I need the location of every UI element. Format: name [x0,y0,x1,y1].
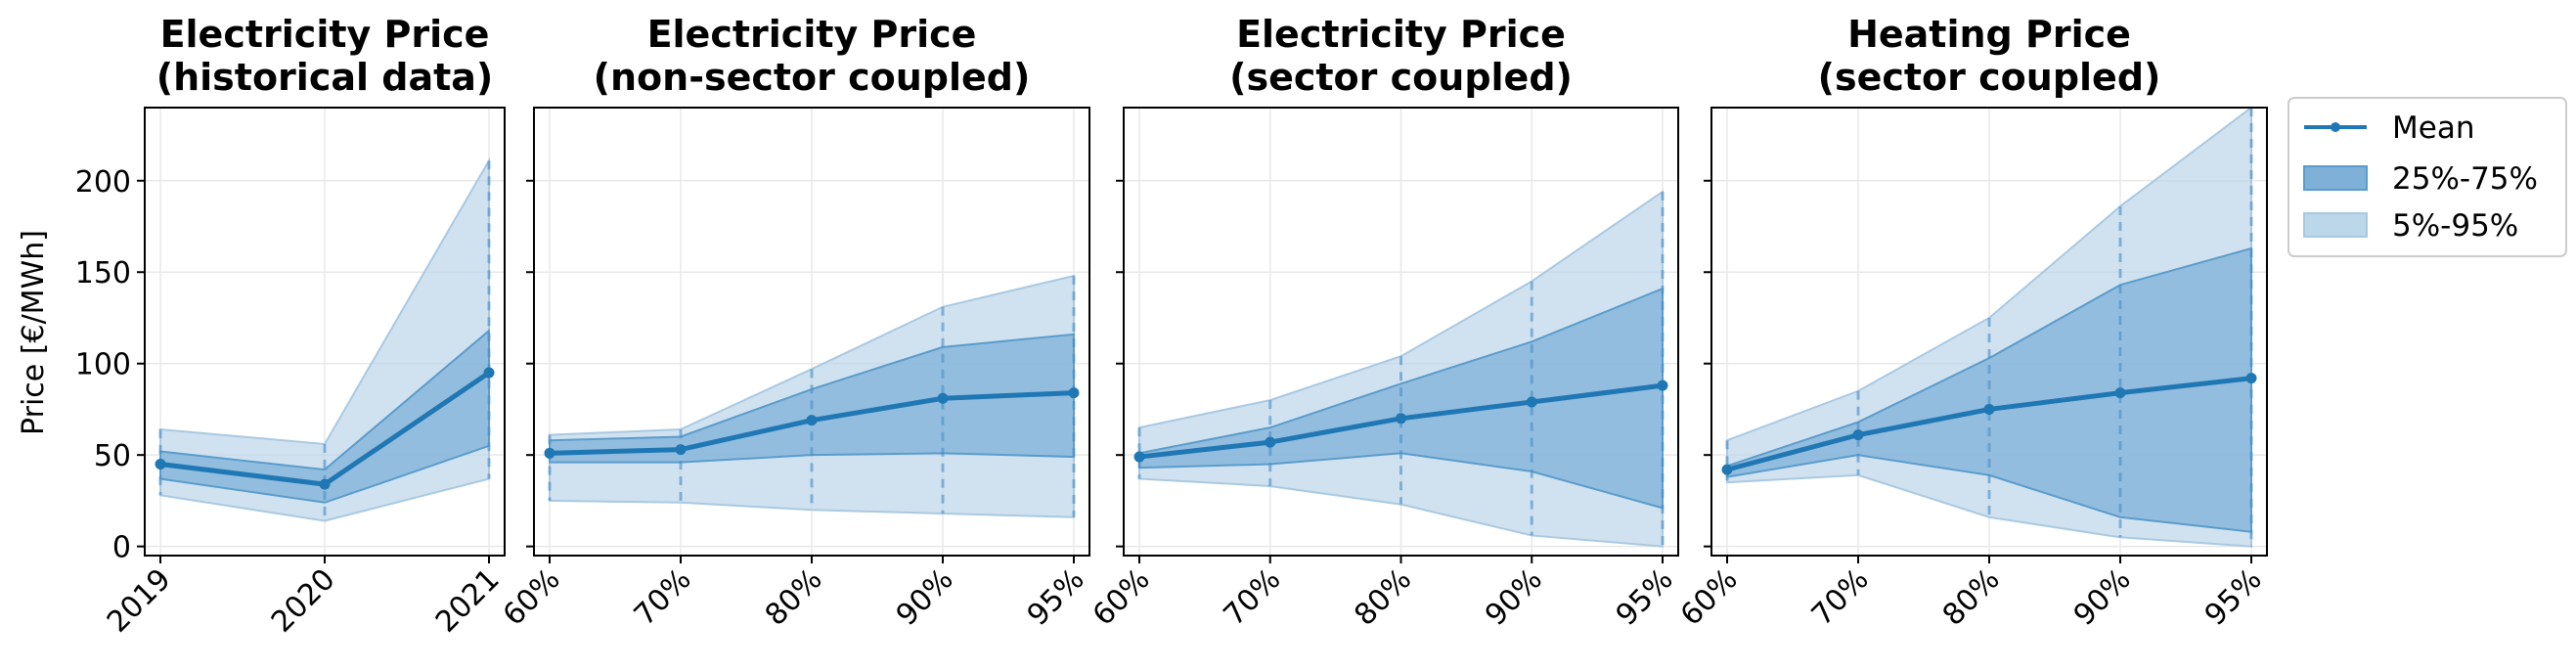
y-tick-label: 200 [75,165,131,200]
panel-title-line: Heating Price [1847,13,2131,56]
band-25-75 [549,333,1075,464]
y-tick-label: 150 [75,256,131,291]
x-tick-label: 80% [759,562,829,633]
x-tick-label: 70% [628,562,698,633]
mean-point [1396,413,1406,425]
mean-point [1133,451,1145,463]
y-tick-label: 50 [94,439,131,473]
x-tick-label: 70% [1805,562,1876,633]
chart-panel-3: 60% 70% 80% 90% 95% Electricity Price(sector … [1087,13,1680,633]
x-tick-label: 60% [1087,562,1157,633]
x-tick-label: 70% [1218,562,1288,633]
chart-panel-4: 60% 70% 80% 90% 95% Heating Price(sector coup… [1674,13,2269,633]
legend: Mean 25%-75% 5%-95% [2287,97,2567,257]
x-tick-label: 95% [1021,562,1091,633]
panel-title-line: (historical data) [156,56,494,99]
legend-mean-marker [2331,122,2340,132]
x-tick-label: 60% [497,562,567,633]
legend-p5-95-swatch [2303,212,2368,238]
legend-label-mean: Mean [2392,111,2474,146]
mean-point [1657,380,1668,391]
legend-iqr-swatch [2303,165,2368,191]
panel-title-line: (sector coupled) [1818,56,2161,99]
panel-title-line: Electricity Price [647,13,977,56]
plot-area [155,157,495,522]
mean-point [937,392,949,404]
panel-title-line: (non-sector coupled) [594,56,1031,99]
mean-point [1983,403,1995,415]
x-tick-label: 80% [1936,562,2007,633]
plot-area [1133,190,1668,548]
x-tick-label: 2021 [429,562,507,640]
x-tick-label: 90% [890,562,960,633]
mean-point [675,444,687,456]
chart-panel-2: 60% 70% 80% 90% 95% Electricity Price(non-sec… [497,13,1091,633]
mean-point [1721,464,1733,475]
chart-panel-1: 0 50 100 150 200 2019 2020 2021 Electricity Pric… [75,13,507,640]
mean-point [1852,429,1864,441]
panel-title-line: Electricity Price [160,13,490,56]
x-tick-label: 90% [1479,562,1549,633]
x-tick-label: 95% [2198,562,2269,633]
x-tick-label: 80% [1348,562,1418,633]
mean-point [319,478,331,490]
mean-point [155,459,166,470]
legend-label-iqr: 25%-75% [2392,161,2538,197]
mean-point [1265,436,1276,448]
y-axis-label: Price [€/MWh] [17,230,51,435]
y-tick-label: 0 [112,531,131,565]
x-tick-label: 95% [1610,562,1680,633]
chart-panels: 0 50 100 150 200 2019 2020 2021 Electricity Pric… [75,13,2269,640]
mean-point [2114,387,2126,399]
mean-point [544,447,555,459]
x-tick-label: 90% [2067,562,2138,633]
mean-point [2245,373,2257,384]
legend-label-p5-95: 5%-95% [2392,208,2518,244]
mean-point [1068,387,1080,399]
panel-title-line: (sector coupled) [1229,56,1573,99]
mean-point [483,367,495,379]
x-tick-label: 60% [1674,562,1745,633]
mean-point [806,415,818,426]
mean-point [1526,396,1537,408]
plot-area [1721,108,2257,548]
y-tick-label: 100 [75,348,131,382]
panel-title-line: Electricity Price [1236,13,1566,56]
x-tick-label: 2020 [265,562,342,640]
x-tick-label: 2019 [101,562,178,640]
plot-area [544,274,1080,518]
